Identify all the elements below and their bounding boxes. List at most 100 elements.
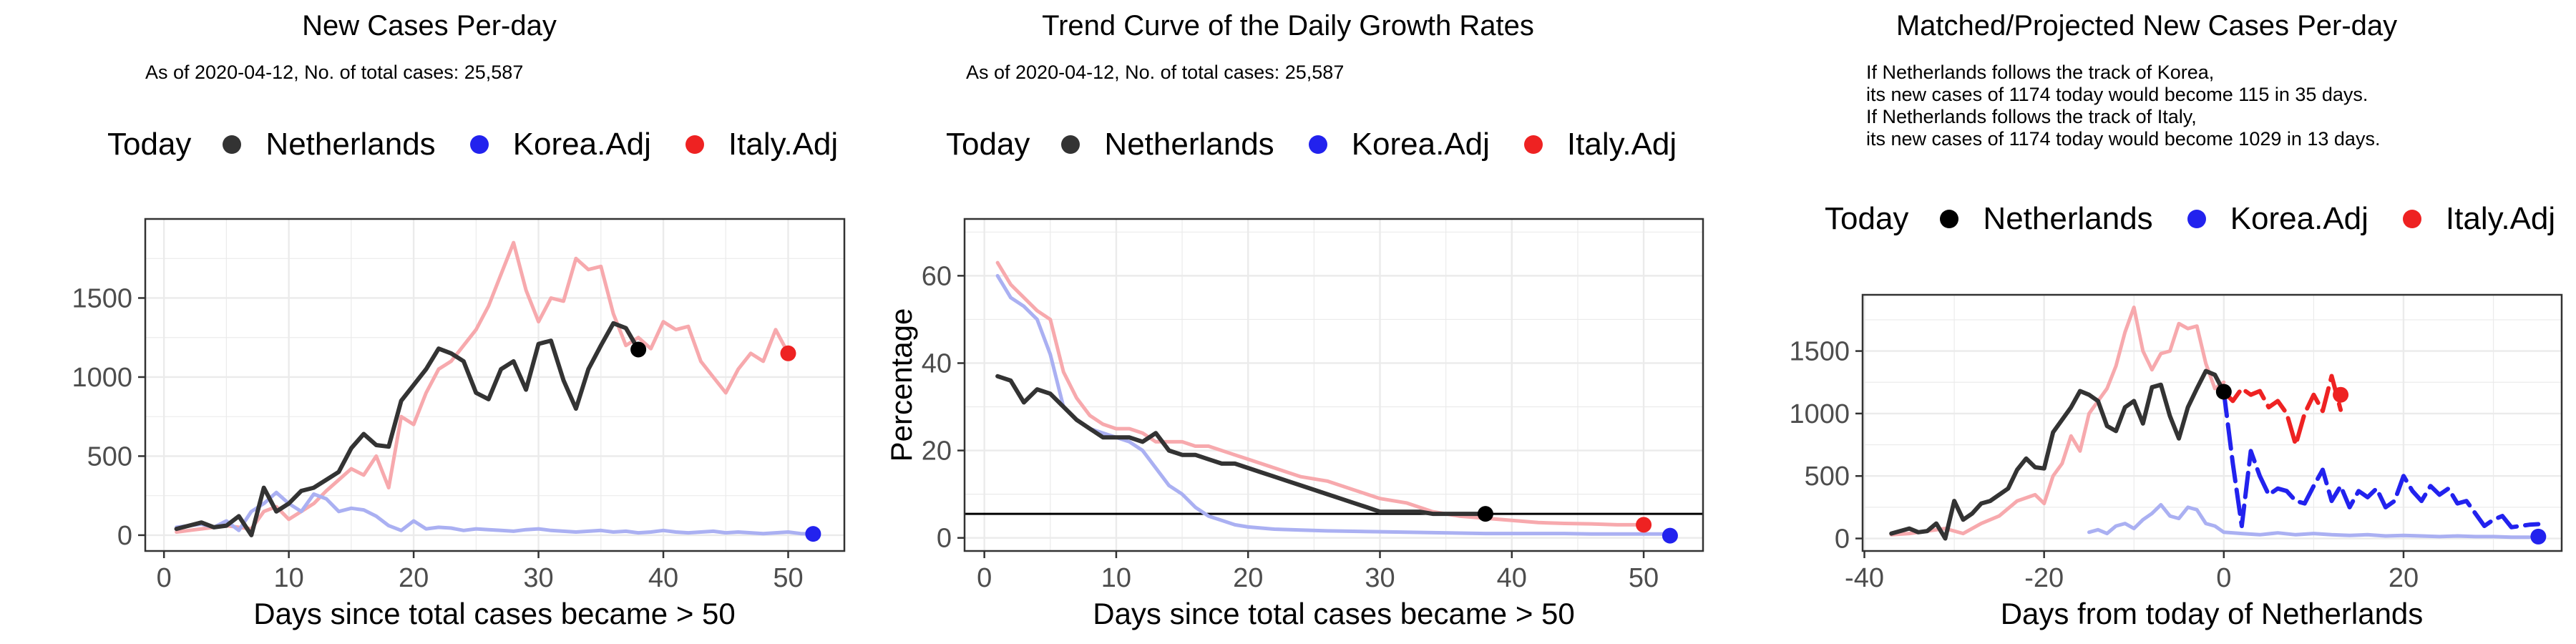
y-tick-label: 1000 bbox=[72, 363, 132, 393]
legend-label: Italy.Adj bbox=[728, 127, 839, 162]
x-axis-label: Days since total cases became > 50 bbox=[1093, 597, 1575, 630]
new-cases-panel: New Cases Per-day As of 2020-04-12, No. … bbox=[0, 0, 859, 644]
series-line-italy-adj bbox=[995, 260, 1646, 527]
note-line: If Netherlands follows the track of Ital… bbox=[1866, 106, 2197, 127]
today-point-italy-adj bbox=[780, 345, 796, 361]
chart-title: Trend Curve of the Daily Growth Rates bbox=[1042, 10, 1534, 42]
legend: Today Netherlands Korea.Adj Italy.Adj bbox=[1825, 199, 2576, 239]
series-line-korea-adj-projected bbox=[2221, 389, 2541, 530]
series-line-korea-adj bbox=[175, 490, 815, 536]
legend-dot-icon bbox=[469, 135, 489, 154]
x-tick-label: 50 bbox=[1629, 563, 1659, 593]
legend-item-korea: Korea.Adj bbox=[469, 127, 651, 162]
x-tick-label: 20 bbox=[2389, 563, 2419, 593]
plot-border bbox=[144, 218, 846, 552]
series-line-netherlands bbox=[1889, 369, 2226, 541]
legend-dot-icon bbox=[1940, 210, 1959, 228]
legend-item-italy: Italy.Adj bbox=[1523, 127, 1677, 162]
projected-cases-panel: Matched/Projected New Cases Per-day If N… bbox=[1717, 0, 2576, 644]
x-tick-label: -40 bbox=[1845, 563, 1884, 593]
legend-dot-icon bbox=[1061, 135, 1080, 154]
legend-dot-icon bbox=[223, 135, 242, 154]
y-tick-label: 60 bbox=[922, 261, 952, 291]
legend-label: Korea.Adj bbox=[512, 127, 651, 162]
legend-title: Today bbox=[107, 127, 192, 162]
today-point-italy-adj bbox=[2333, 386, 2349, 403]
y-tick-label: 40 bbox=[922, 348, 952, 379]
projected-cases-chart: -40 -20 0 20 0 500 1000 1500 Days from today of … bbox=[1789, 293, 2563, 630]
y-tick-label: 1500 bbox=[72, 283, 132, 313]
x-tick-label: -20 bbox=[2024, 563, 2064, 593]
legend-item-italy: Italy.Adj bbox=[685, 127, 839, 162]
x-tick-label: 30 bbox=[523, 563, 553, 593]
legend-item-korea: Korea.Adj bbox=[1308, 127, 1490, 162]
projection-notes: If Netherlands follows the track of Kore… bbox=[1866, 62, 2380, 150]
x-tick-label: 20 bbox=[1233, 563, 1263, 593]
x-tick-label: 0 bbox=[2216, 563, 2231, 593]
legend: Today Netherlands Korea.Adj Italy.Adj bbox=[107, 125, 859, 165]
y-tick-label: 1000 bbox=[1789, 399, 1850, 429]
growth-rate-chart: 0 10 20 30 40 50 0 20 40 60 Days since total cases… bbox=[884, 218, 1704, 630]
legend-item-italy: Italy.Adj bbox=[2402, 201, 2556, 237]
x-tick-label: 20 bbox=[399, 563, 429, 593]
legend-label: Netherlands bbox=[265, 127, 436, 162]
series-line-italy-adj-projected bbox=[2221, 374, 2343, 447]
legend-label: Netherlands bbox=[1104, 127, 1274, 162]
y-tick-label: 500 bbox=[1805, 462, 1850, 492]
legend-label: Italy.Adj bbox=[1566, 127, 1677, 162]
legend-label: Korea.Adj bbox=[1351, 127, 1490, 162]
grid bbox=[1863, 295, 2562, 551]
legend-item-netherlands: Netherlands bbox=[223, 127, 436, 162]
chart-subtitle: As of 2020-04-12, No. of total cases: 25… bbox=[145, 62, 524, 83]
x-axis-label: Days since total cases became > 50 bbox=[253, 597, 736, 630]
plot-border bbox=[1861, 293, 2563, 552]
series-line-italy-adj bbox=[175, 240, 790, 534]
chart-title: New Cases Per-day bbox=[302, 10, 557, 42]
y-tick-label: 0 bbox=[1835, 525, 1850, 555]
note-line: If Netherlands follows the track of Kore… bbox=[1866, 62, 2215, 83]
note-line: its new cases of 1174 today would become… bbox=[1866, 84, 2368, 105]
series-line-korea-adj bbox=[2087, 502, 2532, 540]
legend-dot-icon bbox=[2187, 210, 2206, 228]
series-line-netherlands bbox=[174, 321, 641, 537]
legend-title: Today bbox=[946, 127, 1030, 162]
x-tick-label: 50 bbox=[773, 563, 803, 593]
note-line: its new cases of 1174 today would become… bbox=[1866, 128, 2381, 150]
legend-item-netherlands: Netherlands bbox=[1061, 127, 1274, 162]
chart-subtitle: As of 2020-04-12, No. of total cases: 25… bbox=[966, 62, 1345, 83]
legend-dot-icon bbox=[1523, 135, 1543, 154]
today-point-korea-adj bbox=[2530, 528, 2547, 545]
today-point-netherlands bbox=[1477, 506, 1493, 522]
today-point-italy-adj bbox=[1636, 517, 1652, 533]
series-line-netherlands bbox=[995, 374, 1488, 517]
legend-item-korea: Korea.Adj bbox=[2187, 201, 2368, 237]
y-tick-label: 0 bbox=[117, 521, 132, 551]
legend-title: Today bbox=[1825, 201, 1909, 236]
growth-rate-panel: Trend Curve of the Daily Growth Rates As… bbox=[859, 0, 1717, 644]
y-tick-label: 20 bbox=[922, 436, 952, 467]
grid bbox=[965, 219, 1703, 551]
x-axis-label: Days from today of Netherlands bbox=[2001, 597, 2424, 630]
series-line-italy-adj bbox=[1889, 306, 2226, 537]
legend-label: Italy.Adj bbox=[2445, 201, 2556, 236]
today-point-netherlands bbox=[2215, 384, 2232, 400]
legend-dot-icon bbox=[685, 135, 704, 154]
legend-label: Korea.Adj bbox=[2230, 201, 2368, 236]
today-point-korea-adj bbox=[1662, 527, 1678, 544]
y-tick-label: 0 bbox=[937, 524, 952, 554]
x-tick-label: 10 bbox=[1101, 563, 1131, 593]
legend-label: Netherlands bbox=[1983, 201, 2153, 236]
y-tick-label: 500 bbox=[87, 441, 132, 472]
y-tick-label: 1500 bbox=[1789, 337, 1850, 367]
legend-dot-icon bbox=[2402, 210, 2421, 228]
today-point-korea-adj bbox=[805, 526, 821, 542]
legend-item-netherlands: Netherlands bbox=[1940, 201, 2153, 237]
x-tick-label: 40 bbox=[648, 563, 678, 593]
x-tick-label: 0 bbox=[157, 563, 172, 593]
x-tick-label: 40 bbox=[1497, 563, 1527, 593]
x-tick-label: 10 bbox=[273, 563, 303, 593]
legend: Today Netherlands Korea.Adj Italy.Adj bbox=[946, 125, 1717, 165]
x-tick-label: 30 bbox=[1365, 563, 1395, 593]
chart-title: Matched/Projected New Cases Per-day bbox=[1896, 10, 2398, 42]
